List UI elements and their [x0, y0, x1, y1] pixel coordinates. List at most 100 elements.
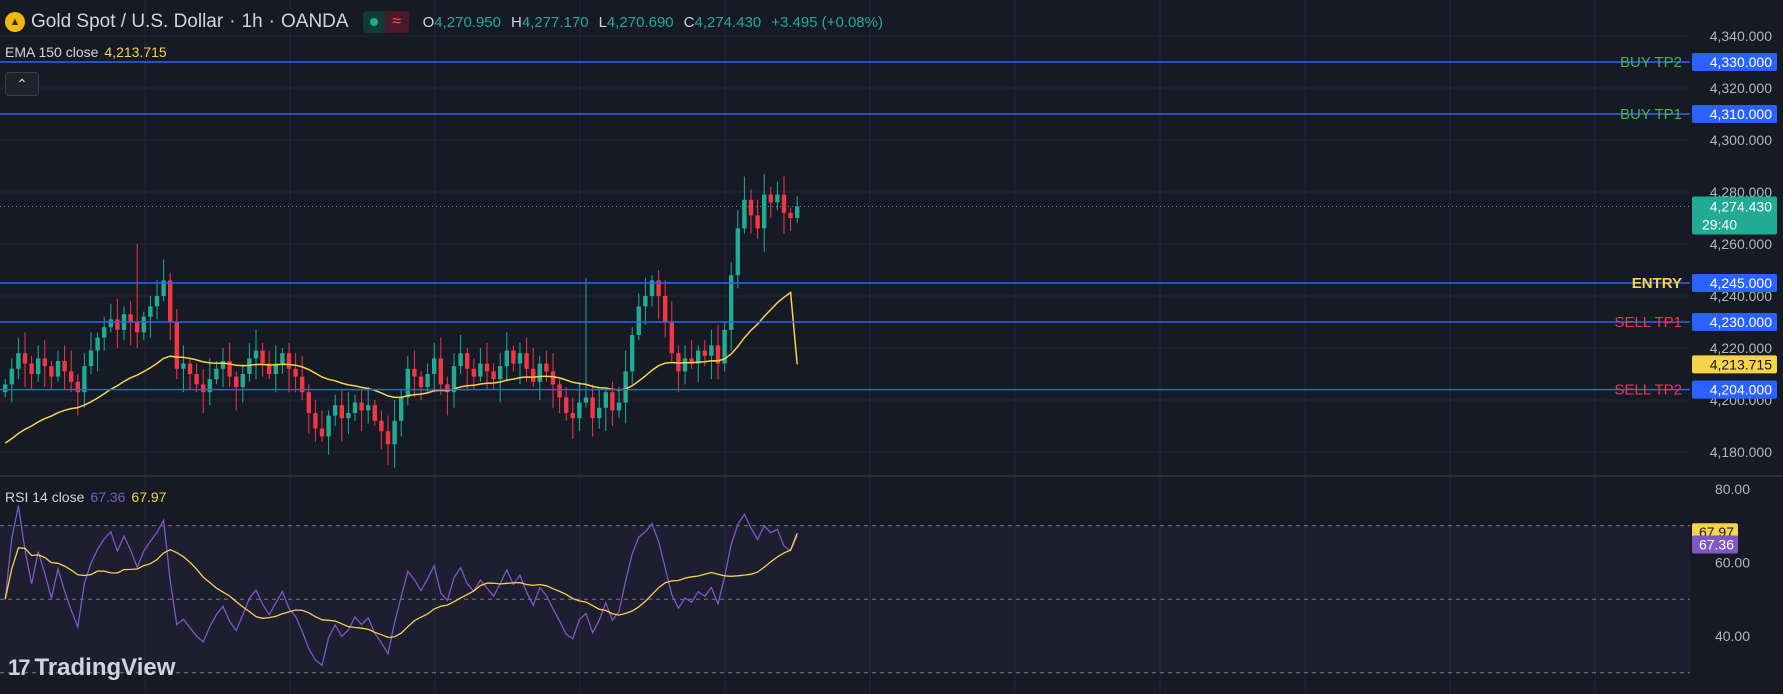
candle [88, 332, 94, 374]
candle [29, 355, 34, 390]
candle-body [524, 353, 529, 369]
candle-body [253, 350, 259, 359]
candle-body [273, 363, 278, 374]
candle-body [781, 194, 787, 213]
candle-body [616, 402, 622, 411]
candle [412, 350, 417, 398]
candle [273, 345, 278, 393]
candle [550, 353, 556, 408]
candle [775, 181, 780, 211]
candle [392, 400, 397, 468]
rsi-legend[interactable]: RSI 14 close 67.36 67.97 [5, 489, 166, 505]
candle-body [755, 215, 760, 229]
current-price-badge [1692, 196, 1777, 235]
candle-body [498, 366, 503, 380]
ema-legend-value: 4,213.715 [104, 44, 167, 60]
candle [181, 345, 186, 393]
candle [689, 340, 694, 369]
candle [187, 358, 193, 390]
candle-body [762, 194, 767, 229]
candle [286, 342, 292, 393]
candle [682, 345, 688, 385]
candle-body [366, 405, 371, 411]
candle [405, 355, 410, 406]
countdown-label: 29:40 [1702, 216, 1737, 232]
candle-body [399, 397, 404, 421]
candle-body [590, 397, 595, 419]
ema-legend[interactable]: EMA 150 close 4,213.715 [5, 44, 167, 60]
candle-body [583, 397, 589, 403]
candle [174, 309, 179, 380]
candle [735, 210, 740, 289]
candle-body [108, 319, 113, 328]
candle-body [16, 353, 21, 369]
price-axis-tick: 4,300.000 [1710, 132, 1772, 148]
candle-body [531, 368, 536, 382]
candle-body [709, 345, 714, 356]
candle-body [174, 322, 179, 369]
candle [445, 376, 450, 416]
candle-body [154, 296, 160, 307]
candle [82, 353, 87, 408]
candle-body [557, 384, 562, 398]
candle [62, 345, 67, 390]
tradingview-logo[interactable]: 17 TradingView [8, 654, 175, 682]
candle [696, 345, 701, 382]
candle-body [95, 337, 100, 351]
candle-body [517, 353, 523, 364]
candle-body [682, 358, 688, 372]
candle-body [49, 366, 54, 377]
rsi-ma-line [4, 532, 798, 639]
candle-body [141, 316, 146, 333]
candle-body [768, 194, 773, 203]
candle [649, 275, 655, 307]
level-price-label: 4,230.000 [1710, 314, 1772, 330]
candle-body [346, 413, 351, 419]
interval[interactable]: 1h [241, 11, 263, 32]
market-status[interactable]: ≈ [362, 11, 409, 33]
candle [643, 277, 648, 325]
ema-price-label: 4,213.715 [1710, 356, 1772, 372]
rsi-badge-label: 67.36 [1699, 536, 1734, 552]
candle-body [62, 361, 67, 372]
candle [207, 358, 212, 406]
collapse-legend-button[interactable]: ⌃ [5, 72, 39, 96]
candle-body [491, 371, 496, 380]
candle-body [168, 280, 173, 322]
candle-body [445, 384, 450, 393]
candle [69, 350, 74, 393]
symbol-name[interactable]: Gold Spot / U.S. Dollar [31, 11, 224, 32]
separator: · [229, 11, 236, 32]
candle-body [722, 329, 727, 364]
candle [339, 389, 344, 442]
candle [214, 361, 219, 385]
candle [247, 342, 252, 382]
candle [55, 350, 61, 382]
candle [359, 389, 364, 432]
gold-symbol-icon[interactable]: ▲ [5, 12, 25, 32]
candle [504, 332, 509, 382]
candle [498, 353, 503, 403]
candle [326, 410, 331, 455]
price-axis-tick: 4,260.000 [1710, 236, 1772, 252]
level-price-badge [1692, 380, 1777, 399]
candle-body [385, 431, 391, 445]
candle [16, 337, 21, 380]
candle-body [293, 368, 298, 377]
candle-body [550, 371, 556, 385]
candle [564, 387, 569, 421]
level-label: BUY TP2 [1620, 54, 1682, 71]
candle-body [234, 376, 239, 387]
ema-price-badge [1692, 355, 1777, 374]
rsi-axis-tick: 80.00 [1715, 481, 1750, 497]
candle-body [260, 350, 265, 364]
close-value: 4,274.430 [694, 13, 762, 31]
candle [418, 371, 424, 400]
candle [537, 355, 542, 400]
candle-body [504, 350, 509, 367]
candle [346, 392, 351, 434]
candle-body [438, 358, 443, 385]
candle-body [352, 402, 358, 413]
candle-body [379, 420, 384, 432]
